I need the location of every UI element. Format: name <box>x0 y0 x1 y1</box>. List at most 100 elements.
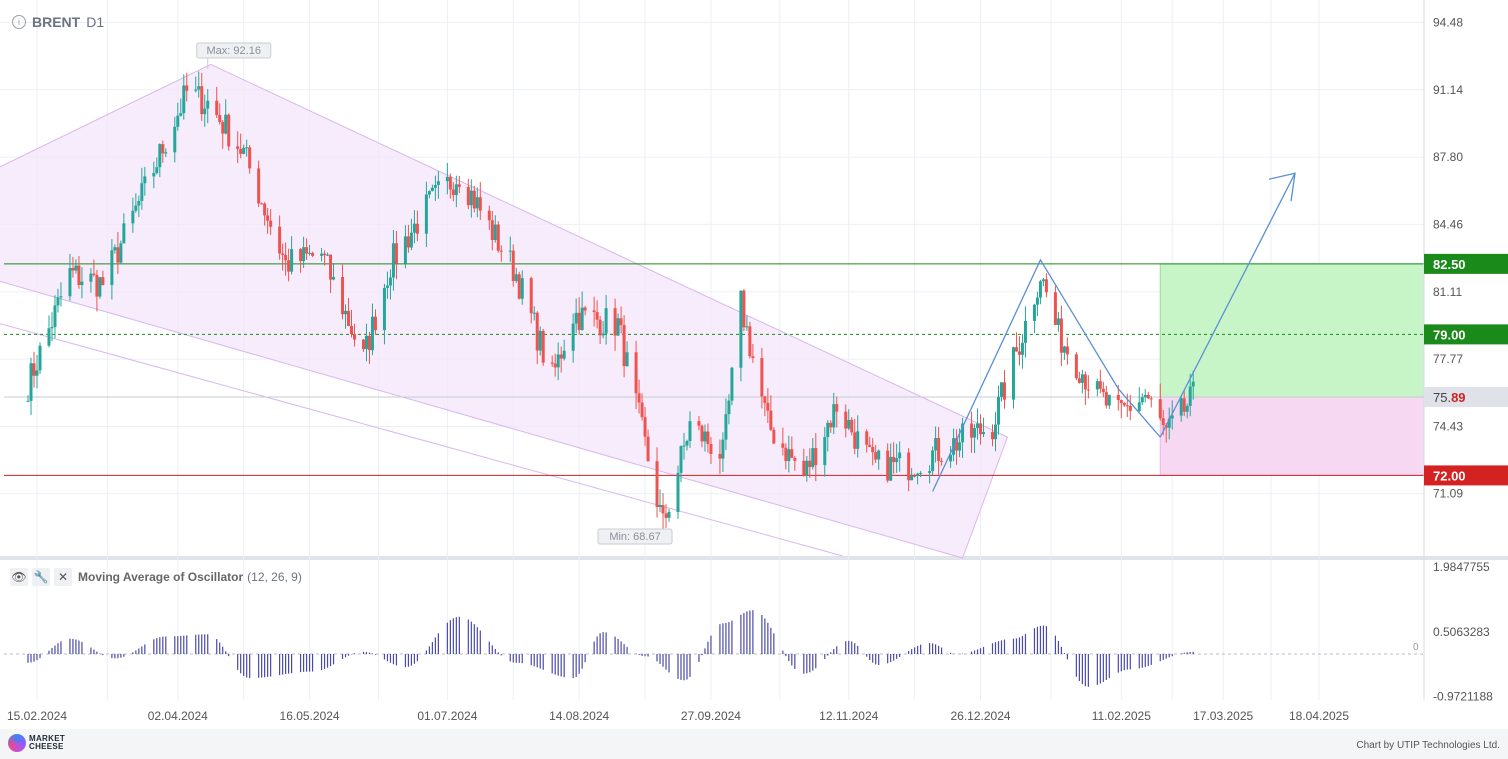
timeframe-label[interactable]: D1 <box>86 14 105 30</box>
eye-icon[interactable]: 👁 <box>10 568 28 586</box>
min-label: Min: 68.67 <box>609 531 660 543</box>
candle-up <box>370 316 374 351</box>
candle-down <box>619 318 623 326</box>
candle-down <box>185 85 189 91</box>
candle-up <box>616 318 620 336</box>
candle-up <box>152 172 156 177</box>
forecast-arrow <box>1159 172 1296 438</box>
candle-down <box>760 357 764 397</box>
candle-up <box>514 274 518 281</box>
footer-bar <box>0 729 1508 759</box>
candle-up <box>1011 347 1015 400</box>
wave-line <box>1117 388 1161 438</box>
symbol-label[interactable]: BRENT <box>32 14 81 30</box>
candle-up <box>59 296 63 298</box>
osc-y-tick-label: -0.9721188 <box>1433 690 1493 704</box>
candle-down <box>700 425 704 442</box>
candle-up <box>721 439 725 459</box>
candle-up <box>326 254 330 256</box>
candle-up <box>493 224 497 240</box>
candle-up <box>688 421 692 442</box>
candle-up <box>412 223 416 233</box>
candle-up <box>832 404 836 428</box>
x-tick-label: 02.04.2024 <box>148 709 208 723</box>
candle-down <box>341 277 345 315</box>
candle-up <box>197 86 201 90</box>
candle-down <box>853 432 857 449</box>
candle-up <box>173 126 177 153</box>
logo-text-1: MARKET <box>29 734 66 743</box>
candle-down <box>955 438 959 451</box>
candle-down <box>350 325 354 335</box>
candle-up <box>454 184 458 196</box>
candle-down <box>77 265 81 286</box>
candle-up <box>332 277 336 280</box>
candle-up <box>1137 402 1141 411</box>
x-tick-label: 16.05.2024 <box>280 709 340 723</box>
candle-up <box>430 187 434 192</box>
candle-down <box>640 402 644 418</box>
candle-down <box>1149 398 1153 400</box>
candle-down <box>1083 374 1087 390</box>
candle-up <box>1035 297 1039 305</box>
candle-down <box>886 450 890 481</box>
candle-down <box>874 452 878 460</box>
level-tag <box>1424 324 1508 345</box>
stop-zone <box>1159 396 1425 476</box>
candle-up <box>949 454 953 462</box>
level-tag-label: 79.00 <box>1433 327 1466 342</box>
close-icon[interactable]: ✕ <box>54 568 72 586</box>
y-tick-label: 94.48 <box>1433 16 1463 30</box>
candle-up <box>427 191 431 195</box>
candle-up <box>35 370 39 376</box>
candle-up <box>182 85 186 114</box>
price-chart[interactable]: Max: 92.16 Min: 68.67 94.48 91.14 87.80 84.4… <box>0 0 1508 729</box>
candle-up <box>388 277 392 286</box>
candle-down <box>808 460 812 468</box>
candle-down <box>595 312 599 320</box>
candle-up <box>179 113 183 116</box>
level-tag <box>1424 465 1508 486</box>
candle-down <box>1125 405 1129 407</box>
candle-up <box>910 475 914 481</box>
candle-down <box>92 273 96 275</box>
candle-up <box>724 414 728 440</box>
candle-down <box>496 224 500 251</box>
level-tag <box>1424 253 1508 274</box>
candle-up <box>538 330 542 351</box>
candle-up <box>344 310 348 315</box>
candle-down <box>583 307 587 311</box>
wrench-icon[interactable]: 🔧 <box>32 568 50 586</box>
candle-up <box>508 250 512 252</box>
candle-down <box>457 184 461 187</box>
candle-down <box>559 354 563 359</box>
candle-down <box>116 247 120 263</box>
info-icon[interactable]: i <box>12 15 26 29</box>
candle-up <box>206 100 210 109</box>
candle-down <box>814 448 818 466</box>
candle-up <box>679 446 683 473</box>
credit-text: Chart by UTIP Technologies Ltd. <box>1356 740 1500 751</box>
candle-up <box>194 89 198 91</box>
candle-down <box>769 410 773 430</box>
candle-up <box>113 247 117 251</box>
candle-down <box>347 310 351 326</box>
osc-y-tick-label: 1.9847755 <box>1433 560 1490 574</box>
candle-up <box>302 247 306 262</box>
candle-down <box>706 431 710 445</box>
candle-up <box>895 458 899 463</box>
level-tag-label: 72.00 <box>1433 468 1466 483</box>
candle-down <box>361 339 365 350</box>
candle-down <box>655 461 659 508</box>
channel-lower-line <box>0 323 843 557</box>
candle-up <box>475 197 479 209</box>
candle-up <box>574 312 578 324</box>
candle-up <box>604 308 608 334</box>
candle-down <box>406 236 410 248</box>
candle-down <box>511 250 515 281</box>
candle-up <box>1041 279 1045 282</box>
candle-up <box>38 345 42 371</box>
candle-up <box>1062 346 1066 353</box>
candle-up <box>730 367 734 401</box>
candle-up <box>364 335 368 350</box>
